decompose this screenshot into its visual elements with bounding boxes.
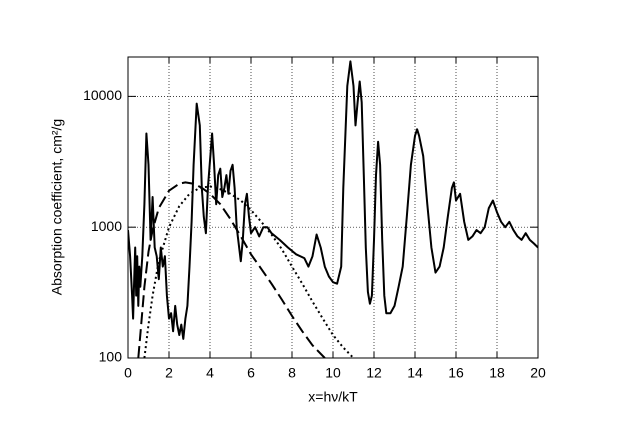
- x-tick-label: 0: [124, 365, 132, 381]
- x-tick-label: 4: [206, 365, 214, 381]
- x-tick-label: 16: [448, 365, 464, 381]
- x-tick-label: 18: [489, 365, 505, 381]
- x-tick-label: 20: [530, 365, 546, 381]
- y-tick-label: 1000: [91, 218, 122, 234]
- y-tick-label: 100: [99, 349, 123, 365]
- y-axis-label: Absorption coefficient, cm²/g: [49, 119, 65, 295]
- line-series: [143, 185, 355, 358]
- x-tick-label: 8: [288, 365, 296, 381]
- x-tick-label: 6: [247, 365, 255, 381]
- x-tick-label: 10: [325, 365, 341, 381]
- y-tick-label: 10000: [83, 87, 122, 103]
- x-tick-label: 14: [407, 365, 423, 381]
- x-tick-label: 12: [366, 365, 382, 381]
- x-tick-label: 2: [165, 365, 173, 381]
- plot-frame: [127, 56, 539, 359]
- x-axis-label: x=hν/kT: [308, 389, 358, 405]
- line-series: [137, 181, 326, 358]
- line-series: [128, 60, 538, 340]
